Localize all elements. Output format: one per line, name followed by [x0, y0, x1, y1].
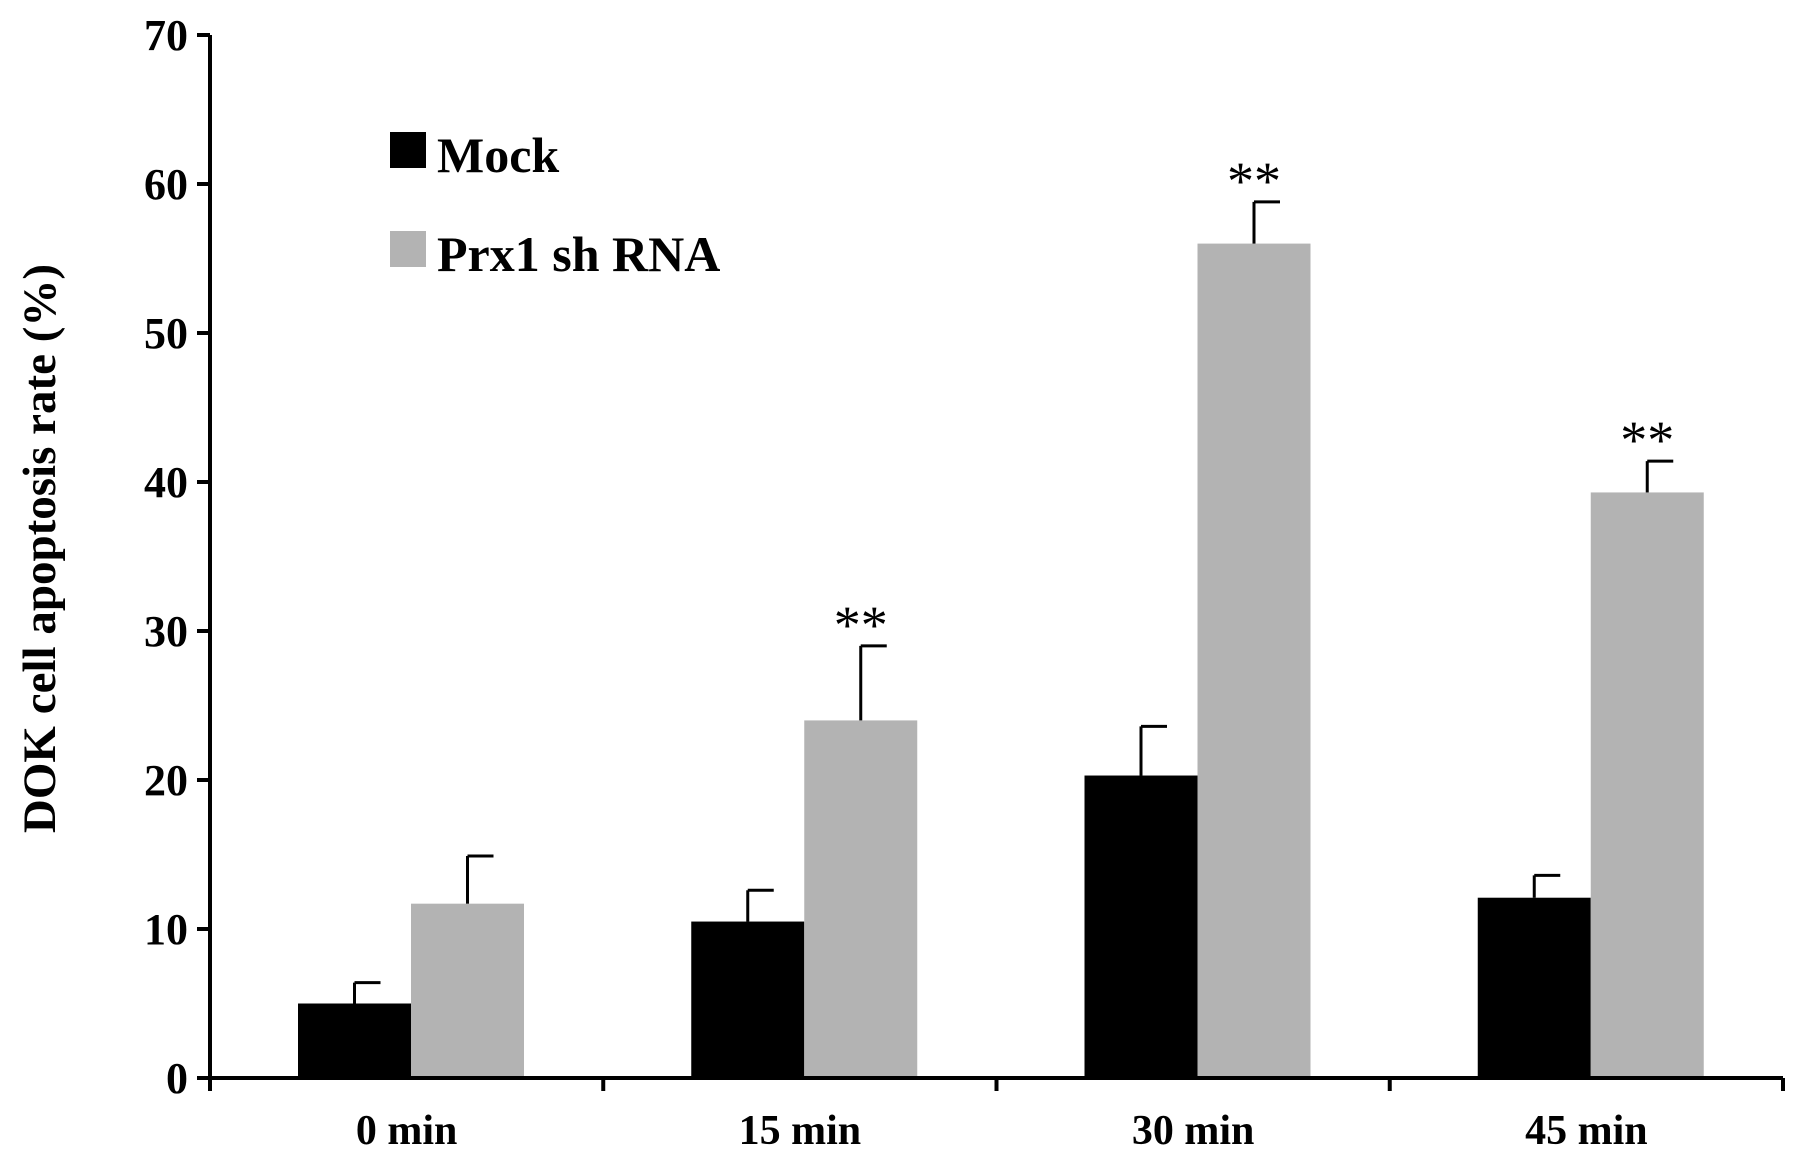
- legend-label-prx1-sh-rna: Prx1 sh RNA: [437, 226, 720, 282]
- legend-swatch-mock: [390, 132, 426, 168]
- bar: [411, 903, 524, 1078]
- bar: [1197, 243, 1311, 1079]
- y-tick-label: 70: [144, 11, 188, 60]
- legend-swatch-prx1-sh-rna: [390, 231, 426, 267]
- y-tick-label: 0: [166, 1054, 188, 1103]
- y-tick-label: 20: [144, 756, 188, 805]
- bar: [1590, 492, 1704, 1078]
- bar: [298, 1003, 411, 1078]
- significance-marker: **: [1620, 410, 1674, 470]
- y-tick-label: 10: [144, 905, 188, 954]
- significance-annotations: ** ** **: [834, 151, 1675, 655]
- legend: Mock Prx1 sh RNA: [390, 127, 720, 282]
- bar: [1477, 897, 1591, 1078]
- y-tick-label: 30: [144, 607, 188, 656]
- significance-marker: **: [1227, 151, 1281, 211]
- x-tick-label: 15 min: [739, 1108, 862, 1154]
- y-axis-ticks: 0 10 20 30 40 50 60 70: [144, 11, 210, 1103]
- y-tick-label: 60: [144, 160, 188, 209]
- bar: [1084, 775, 1198, 1078]
- x-axis-ticks: 0 min 15 min 30 min 45 min: [208, 1078, 1785, 1154]
- x-tick-label: 0 min: [356, 1108, 458, 1154]
- significance-marker: **: [834, 595, 888, 655]
- y-tick-label: 50: [144, 309, 188, 358]
- bar: [691, 921, 805, 1078]
- bar: [804, 720, 918, 1078]
- x-tick-label: 30 min: [1132, 1108, 1255, 1154]
- legend-label-mock: Mock: [437, 127, 559, 183]
- error-bars: [353, 200, 1674, 1004]
- x-tick-label: 45 min: [1525, 1108, 1648, 1154]
- y-tick-label: 40: [144, 458, 188, 507]
- bars: [298, 243, 1704, 1079]
- y-axis-title: DOK cell apoptosis rate (%): [14, 264, 66, 833]
